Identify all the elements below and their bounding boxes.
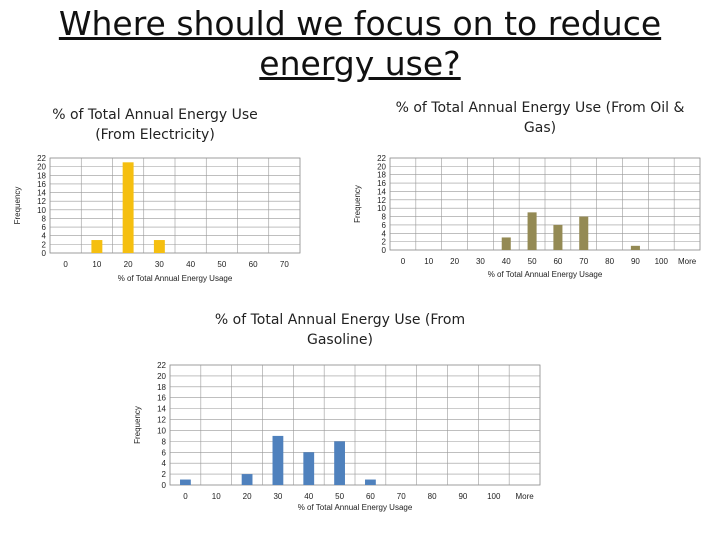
bar-30 xyxy=(272,435,284,485)
bar-10 xyxy=(91,240,103,253)
y-tick-label: 12 xyxy=(377,196,386,205)
y-tick-label: 20 xyxy=(37,163,46,172)
bar-70 xyxy=(579,216,589,250)
bar-20 xyxy=(241,474,253,485)
x-axis-title: % of Total Annual Energy Usage xyxy=(488,270,603,279)
x-tick-label: 80 xyxy=(605,257,614,266)
x-tick-label: 50 xyxy=(217,260,226,269)
bar-50 xyxy=(334,441,345,485)
y-tick-label: 0 xyxy=(382,246,387,255)
y-tick-label: 4 xyxy=(42,232,47,241)
bar-60 xyxy=(365,479,376,485)
x-tick-label: 100 xyxy=(487,492,501,501)
y-tick-label: 22 xyxy=(377,154,386,163)
bar-40 xyxy=(303,452,315,485)
x-tick-label: 40 xyxy=(502,257,511,266)
y-tick-label: 18 xyxy=(37,171,46,180)
y-tick-label: 4 xyxy=(382,229,387,238)
x-tick-label: 10 xyxy=(424,257,433,266)
bar-50 xyxy=(527,212,537,250)
x-tick-label: More xyxy=(678,257,697,266)
y-tick-label: 6 xyxy=(382,221,387,230)
slide-title: Where should we focus on to reduce energ… xyxy=(58,4,662,83)
y-axis-title: Frequency xyxy=(353,185,362,223)
y-tick-label: 2 xyxy=(42,240,47,249)
x-tick-label: 20 xyxy=(243,492,252,501)
x-tick-label: 50 xyxy=(335,492,344,501)
y-tick-label: 16 xyxy=(37,180,46,189)
y-tick-label: 0 xyxy=(42,249,47,258)
x-tick-label: More xyxy=(515,492,534,501)
y-tick-label: 22 xyxy=(157,361,166,370)
x-tick-label: 80 xyxy=(428,492,437,501)
chart-title-gasoline: % of Total Annual Energy Use (From Gasol… xyxy=(214,312,466,348)
x-tick-label: 40 xyxy=(304,492,313,501)
y-tick-label: 8 xyxy=(162,437,167,446)
y-tick-label: 6 xyxy=(42,223,47,232)
chart-title-electricity: % of Total Annual Energy Use (From Elect… xyxy=(52,107,258,143)
x-tick-label: 70 xyxy=(397,492,406,501)
y-tick-label: 16 xyxy=(377,179,386,188)
x-tick-label: 70 xyxy=(579,257,588,266)
y-tick-label: 12 xyxy=(37,197,46,206)
y-tick-label: 12 xyxy=(157,416,166,425)
y-tick-label: 2 xyxy=(382,238,387,247)
bar-90 xyxy=(630,245,640,250)
x-tick-label: 40 xyxy=(186,260,195,269)
bar-20 xyxy=(122,162,134,253)
y-tick-label: 14 xyxy=(157,405,166,414)
y-axis-title: Frequency xyxy=(133,406,142,444)
x-tick-label: 0 xyxy=(63,260,68,269)
y-tick-label: 18 xyxy=(157,383,166,392)
x-axis-title: % of Total Annual Energy Usage xyxy=(298,503,413,512)
x-tick-label: 100 xyxy=(655,257,669,266)
y-tick-label: 14 xyxy=(377,187,386,196)
y-tick-label: 14 xyxy=(37,189,46,198)
chart-title-oil-gas: % of Total Annual Energy Use (From Oil &… xyxy=(395,100,685,136)
y-tick-label: 18 xyxy=(377,171,386,180)
y-tick-label: 10 xyxy=(37,206,46,215)
bar-60 xyxy=(553,224,563,250)
x-tick-label: 20 xyxy=(450,257,459,266)
x-tick-label: 10 xyxy=(212,492,221,501)
y-tick-label: 16 xyxy=(157,394,166,403)
x-tick-label: 10 xyxy=(92,260,101,269)
x-tick-label: 30 xyxy=(155,260,164,269)
bar-0 xyxy=(180,479,191,485)
y-axis-title: Frequency xyxy=(13,187,22,225)
x-tick-label: 0 xyxy=(183,492,188,501)
x-tick-label: 50 xyxy=(528,257,537,266)
y-tick-label: 10 xyxy=(157,426,166,435)
y-tick-label: 0 xyxy=(162,481,167,490)
x-tick-label: 90 xyxy=(631,257,640,266)
y-tick-label: 8 xyxy=(382,213,387,222)
y-tick-label: 2 xyxy=(162,470,167,479)
x-tick-label: 60 xyxy=(553,257,562,266)
x-tick-label: 60 xyxy=(249,260,258,269)
y-tick-label: 4 xyxy=(162,459,167,468)
x-tick-label: 60 xyxy=(366,492,375,501)
x-axis-title: % of Total Annual Energy Usage xyxy=(118,274,233,283)
x-tick-label: 0 xyxy=(401,257,406,266)
bar-40 xyxy=(501,237,511,250)
y-tick-label: 22 xyxy=(37,154,46,163)
x-tick-label: 30 xyxy=(273,492,282,501)
x-tick-label: 20 xyxy=(124,260,133,269)
bar-30 xyxy=(153,240,165,253)
x-tick-label: 30 xyxy=(476,257,485,266)
y-tick-label: 20 xyxy=(377,162,386,171)
y-tick-label: 8 xyxy=(42,214,47,223)
y-tick-label: 20 xyxy=(157,372,166,381)
x-tick-label: 90 xyxy=(458,492,467,501)
x-tick-label: 70 xyxy=(280,260,289,269)
y-tick-label: 6 xyxy=(162,448,167,457)
y-tick-label: 10 xyxy=(377,204,386,213)
